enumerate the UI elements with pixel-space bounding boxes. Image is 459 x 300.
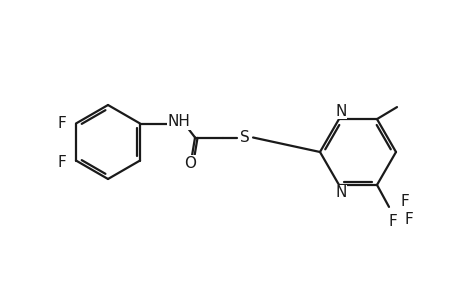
Text: N: N: [335, 103, 346, 118]
Text: F: F: [404, 212, 413, 227]
Text: S: S: [240, 130, 249, 145]
Text: F: F: [57, 116, 66, 131]
Text: F: F: [57, 155, 66, 170]
Text: O: O: [184, 156, 196, 171]
Text: NH: NH: [167, 114, 190, 129]
Text: F: F: [388, 214, 397, 230]
Text: F: F: [400, 194, 409, 209]
Text: N: N: [335, 185, 346, 200]
